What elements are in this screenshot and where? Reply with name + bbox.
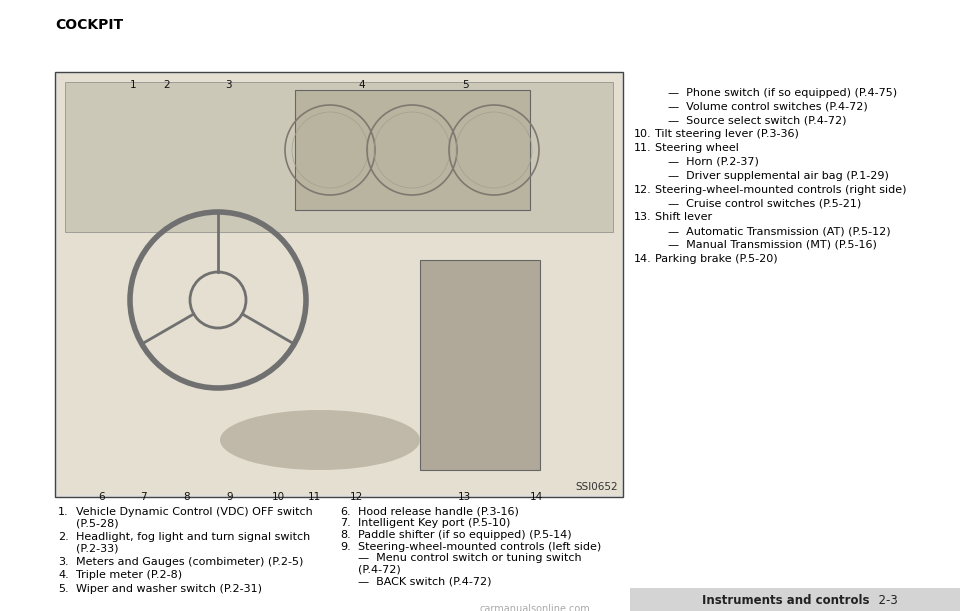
Text: 14.: 14. [634, 254, 652, 263]
Text: (P.4-72): (P.4-72) [358, 565, 400, 574]
Text: 14: 14 [530, 492, 543, 502]
Text: 10.: 10. [634, 130, 652, 139]
Ellipse shape [220, 410, 420, 470]
Text: 12: 12 [350, 492, 363, 502]
Bar [57, 74, 621, 495]
Text: 5.: 5. [58, 584, 68, 594]
Text: 9.: 9. [340, 541, 350, 552]
Text: —  Menu control switch or tuning switch: — Menu control switch or tuning switch [358, 553, 582, 563]
Text: 6: 6 [98, 492, 105, 502]
Text: 9: 9 [226, 492, 232, 502]
Text: Intelligent Key port (P.5-10): Intelligent Key port (P.5-10) [358, 519, 511, 529]
Bar [55, 72, 623, 497]
Text: Hood release handle (P.3-16): Hood release handle (P.3-16) [358, 507, 518, 517]
Text: 13: 13 [458, 492, 471, 502]
Text: 10: 10 [272, 492, 285, 502]
Text: Meters and Gauges (combimeter) (P.2-5): Meters and Gauges (combimeter) (P.2-5) [76, 557, 303, 567]
Text: 11: 11 [308, 492, 322, 502]
Bar [420, 260, 540, 470]
Text: —  Horn (P.2-37): — Horn (P.2-37) [668, 157, 758, 167]
Text: —  Phone switch (if so equipped) (P.4-75): — Phone switch (if so equipped) (P.4-75) [668, 88, 898, 98]
Text: —  Source select switch (P.4-72): — Source select switch (P.4-72) [668, 115, 847, 126]
Text: 1: 1 [130, 80, 136, 90]
Text: Wiper and washer switch (P.2-31): Wiper and washer switch (P.2-31) [76, 584, 262, 594]
Bar [65, 82, 613, 232]
Text: Vehicle Dynamic Control (VDC) OFF switch: Vehicle Dynamic Control (VDC) OFF switch [76, 507, 313, 517]
Text: —  Cruise control switches (P.5-21): — Cruise control switches (P.5-21) [668, 199, 861, 208]
Text: 7.: 7. [340, 519, 350, 529]
Text: —  Automatic Transmission (AT) (P.5-12): — Automatic Transmission (AT) (P.5-12) [668, 226, 891, 236]
Text: COCKPIT: COCKPIT [55, 18, 123, 32]
Text: 7: 7 [140, 492, 147, 502]
Text: 4: 4 [358, 80, 365, 90]
Text: 2: 2 [163, 80, 170, 90]
Text: 2.: 2. [58, 532, 69, 542]
Text: Headlight, fog light and turn signal switch: Headlight, fog light and turn signal swi… [76, 532, 310, 542]
Text: —  BACK switch (P.4-72): — BACK switch (P.4-72) [358, 576, 492, 586]
Text: Tilt steering lever (P.3-36): Tilt steering lever (P.3-36) [655, 130, 799, 139]
Text: Shift lever: Shift lever [655, 212, 712, 222]
Bar [295, 90, 530, 210]
Text: Steering wheel: Steering wheel [655, 143, 739, 153]
Text: 1.: 1. [58, 507, 68, 517]
Text: 3.: 3. [58, 557, 68, 567]
Text: 11.: 11. [634, 143, 652, 153]
Bar [630, 588, 960, 611]
Text: SSI0652: SSI0652 [575, 482, 618, 492]
Text: (P.5-28): (P.5-28) [76, 519, 119, 529]
Text: Instruments and controls: Instruments and controls [703, 595, 870, 607]
Text: Triple meter (P.2-8): Triple meter (P.2-8) [76, 571, 182, 580]
Text: 8.: 8. [340, 530, 350, 540]
Text: carmanualsonline.com: carmanualsonline.com [480, 604, 590, 611]
Text: 13.: 13. [634, 212, 652, 222]
Text: Steering-wheel-mounted controls (left side): Steering-wheel-mounted controls (left si… [358, 541, 601, 552]
Text: 12.: 12. [634, 185, 652, 194]
Text: Parking brake (P.5-20): Parking brake (P.5-20) [655, 254, 778, 263]
Text: 6.: 6. [340, 507, 350, 517]
Text: 8: 8 [183, 492, 190, 502]
Text: Steering-wheel-mounted controls (right side): Steering-wheel-mounted controls (right s… [655, 185, 906, 194]
Text: 4.: 4. [58, 571, 69, 580]
Text: —  Driver supplemental air bag (P.1-29): — Driver supplemental air bag (P.1-29) [668, 171, 889, 181]
Text: —  Volume control switches (P.4-72): — Volume control switches (P.4-72) [668, 102, 868, 112]
Text: —  Manual Transmission (MT) (P.5-16): — Manual Transmission (MT) (P.5-16) [668, 240, 876, 250]
Text: 2-3: 2-3 [871, 595, 898, 607]
Text: (P.2-33): (P.2-33) [76, 544, 118, 554]
Text: Paddle shifter (if so equipped) (P.5-14): Paddle shifter (if so equipped) (P.5-14) [358, 530, 571, 540]
Text: 5: 5 [462, 80, 468, 90]
Text: 3: 3 [225, 80, 231, 90]
